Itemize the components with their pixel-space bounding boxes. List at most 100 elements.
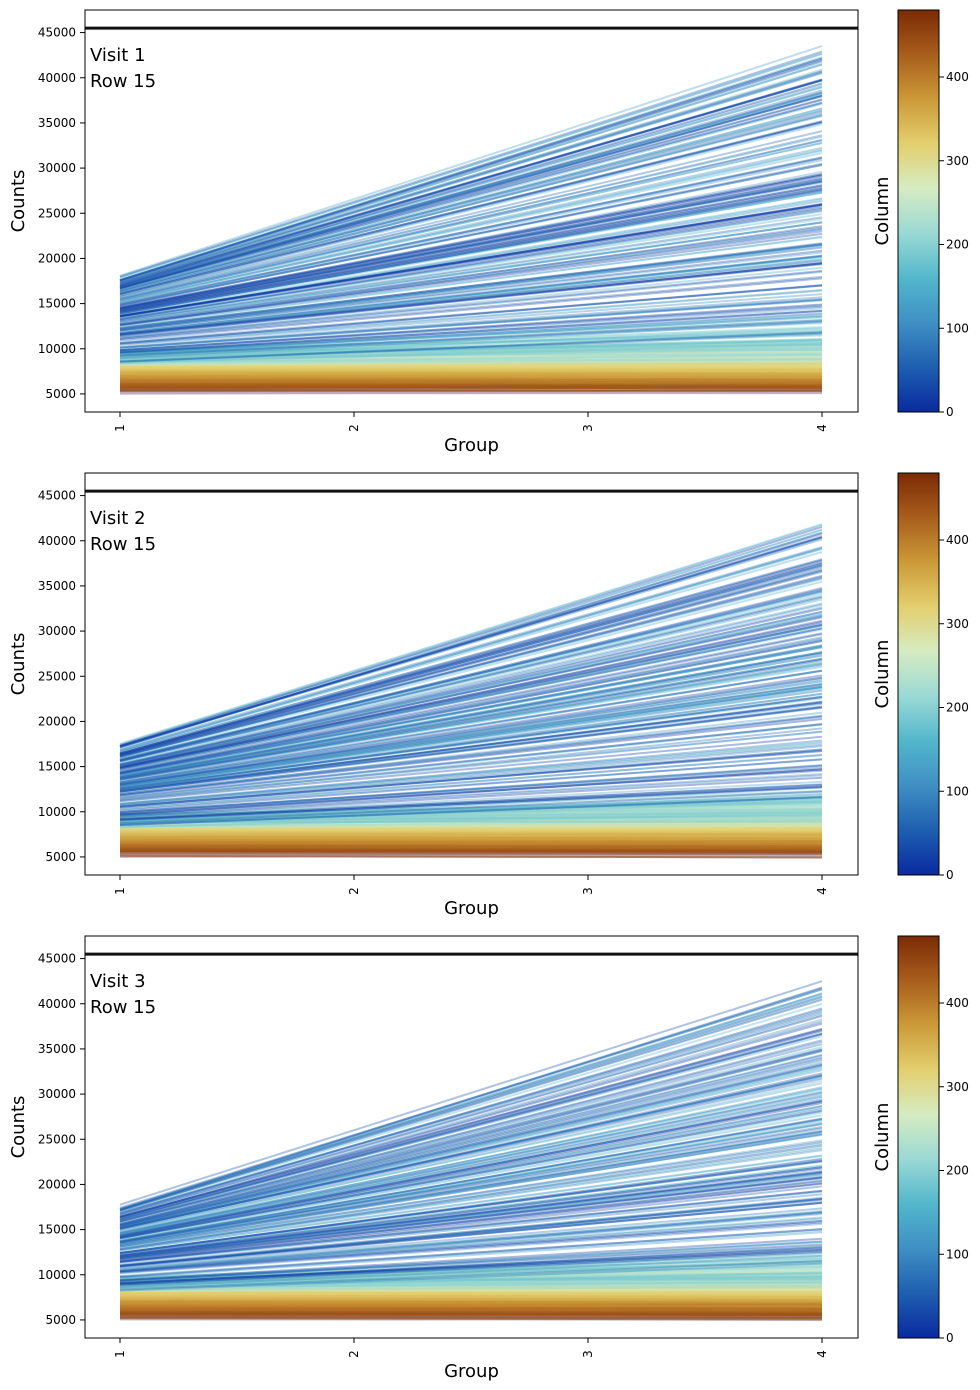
series-line [119, 374, 823, 379]
series-line [119, 814, 823, 822]
series-line [119, 794, 823, 822]
series-line [119, 1154, 823, 1252]
y-axis-label: Counts [8, 633, 29, 696]
series-line [119, 815, 823, 823]
series-line [119, 187, 823, 315]
series-line [119, 320, 823, 357]
series-line [119, 811, 823, 821]
series-line [119, 1276, 823, 1284]
series-line [119, 644, 823, 776]
series-line [119, 622, 823, 769]
series-line [119, 1282, 823, 1285]
series-line [119, 1270, 823, 1280]
series-line [119, 590, 823, 762]
series-line [119, 375, 823, 380]
series-line [119, 1075, 823, 1230]
series-line [119, 1307, 823, 1312]
series-line [119, 163, 823, 307]
series-line [119, 1256, 823, 1280]
series-line [119, 309, 823, 354]
series-line [119, 52, 823, 279]
series-line [119, 94, 823, 288]
series-line [119, 56, 823, 281]
y-tick-label: 15000 [38, 1223, 76, 1237]
series-line [119, 808, 823, 816]
series-line [119, 1248, 823, 1286]
series-line [119, 803, 823, 825]
series-line [119, 1270, 823, 1284]
series-line [119, 353, 823, 358]
series-line [119, 723, 823, 800]
series-line [119, 353, 823, 363]
x-axis-label: Group [444, 435, 499, 456]
series-lines [119, 523, 823, 859]
series-line [119, 767, 823, 813]
series-line [119, 328, 823, 353]
x-axis-label: Group [444, 1361, 499, 1382]
series-line [119, 317, 823, 352]
series-line [119, 1133, 823, 1248]
series-line [119, 1260, 823, 1287]
series-line [119, 789, 823, 816]
series-line [119, 993, 823, 1211]
series-line [119, 1317, 823, 1321]
series-line [119, 1240, 823, 1283]
series-line [119, 661, 823, 781]
series-line [119, 207, 823, 321]
series-line [119, 820, 823, 823]
series-line [119, 341, 823, 355]
series-line [119, 148, 823, 303]
series-line [119, 359, 823, 366]
series-line [119, 536, 823, 748]
series-line [119, 1118, 823, 1242]
series-line [119, 293, 823, 346]
series-line [119, 360, 823, 366]
series-line [119, 345, 823, 352]
series-line [119, 654, 823, 779]
series-line [119, 808, 823, 826]
series-line [119, 82, 823, 287]
y-tick-label: 35000 [38, 116, 76, 130]
series-line [119, 50, 823, 278]
series-line [119, 723, 823, 799]
series-line [119, 1198, 823, 1268]
series-line [119, 1267, 823, 1282]
colorbar [897, 935, 940, 1339]
series-line [119, 1272, 823, 1286]
x-tick-label: 1 [113, 1350, 127, 1358]
series-line [119, 358, 823, 363]
series-line [119, 91, 823, 289]
series-line [119, 79, 823, 287]
series-line [119, 774, 823, 817]
series-line [119, 1123, 823, 1244]
series-line [119, 1146, 823, 1249]
series-line [119, 1175, 823, 1258]
series-line [119, 610, 823, 767]
series-line [119, 1228, 823, 1277]
series-line [119, 157, 823, 305]
series-line [119, 803, 823, 816]
series-line [119, 1087, 823, 1234]
series-line [119, 624, 823, 769]
series-line [119, 343, 823, 354]
series-line [119, 1244, 823, 1281]
series-line [119, 209, 823, 321]
series-lines [119, 980, 823, 1321]
series-line [119, 1250, 823, 1286]
series-line [119, 1275, 823, 1279]
series-line [119, 319, 823, 353]
series-line [119, 346, 823, 363]
series-line [119, 1280, 823, 1285]
series-line [119, 1281, 823, 1285]
series-line [119, 590, 823, 761]
series-line [119, 1252, 823, 1283]
series-line [119, 121, 823, 296]
y-tick-label: 35000 [38, 579, 76, 593]
x-tick-label: 1 [113, 887, 127, 895]
series-line [119, 711, 823, 796]
series-line [119, 816, 823, 821]
series-line [119, 1069, 823, 1229]
series-line [119, 1284, 823, 1288]
colorbar-label: Column [872, 1103, 893, 1172]
